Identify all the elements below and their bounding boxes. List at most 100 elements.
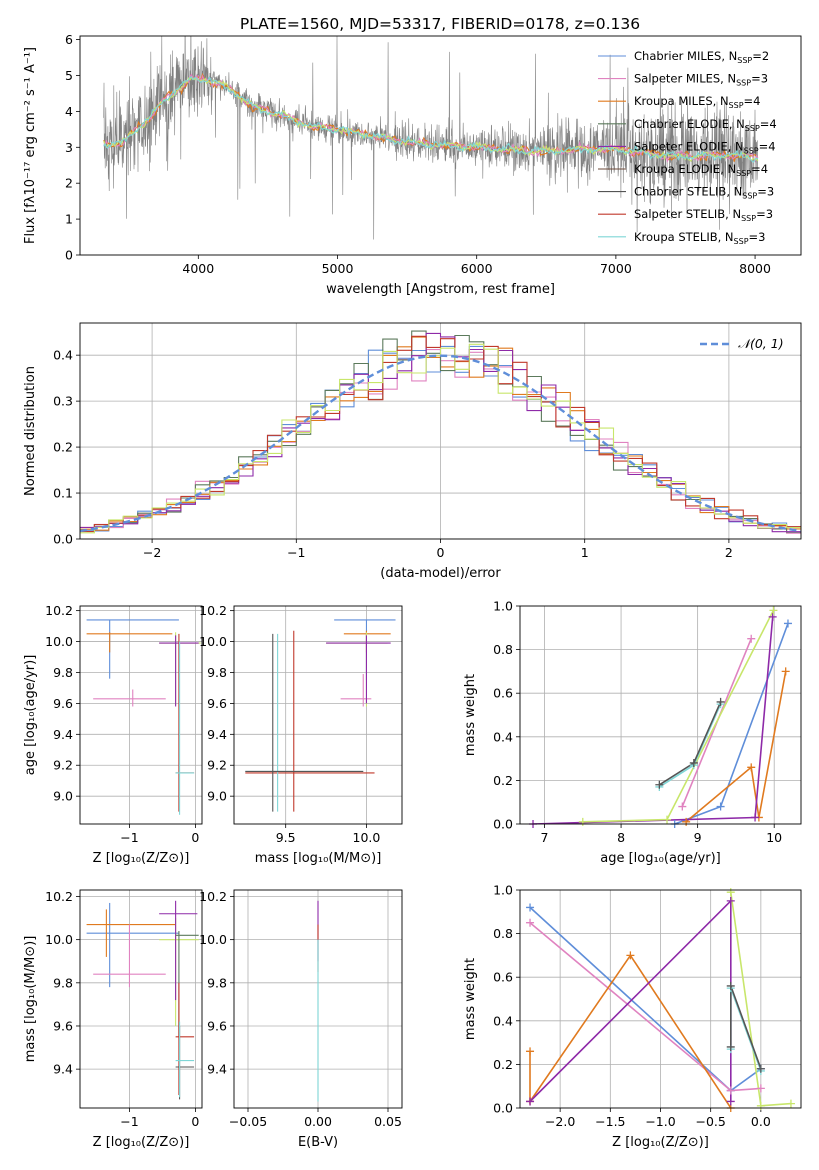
y-tick-label: 4 [65, 104, 73, 119]
histogram-series [80, 335, 801, 533]
x-tick-label: −1 [120, 830, 138, 845]
weight-series-line [529, 922, 761, 1092]
x-tick-label: 6000 [461, 261, 493, 276]
axes-frame [79, 889, 203, 1109]
y-tick-label: 9.6 [207, 1018, 227, 1033]
x-tick-label: 9.5 [276, 830, 296, 845]
y-tick-label: 0.0 [493, 817, 513, 832]
weight-series-line [582, 610, 775, 823]
y-axis-label: mass [log₁₀(M/M⊙)] [23, 936, 38, 1063]
weight-point-marker [716, 802, 725, 811]
weight-point-marker [626, 951, 635, 960]
y-tick-label: 1.0 [493, 883, 513, 898]
axes-frame [519, 605, 802, 825]
weight-point-marker [526, 1097, 535, 1106]
y-tick-label: 9.2 [53, 758, 73, 773]
x-tick-label: 5000 [322, 261, 354, 276]
x-tick-label: −2 [143, 545, 161, 560]
y-tick-label: 3 [65, 140, 73, 155]
weight-point-marker [783, 619, 792, 628]
weight-point-marker [781, 667, 790, 676]
axes-mass-vs-metallicity: −1 0 9.4 9.6 9.8 10.0 10.2 Z [log₁₀(Z/Z⊙)] mass … [23, 889, 203, 1150]
legend-entry: 𝒩(0, 1) [738, 336, 784, 351]
weight-point-marker [578, 817, 587, 826]
y-axis-label: age [log₁₀(age/yr)] [23, 655, 38, 776]
x-tick-label: −1 [287, 545, 305, 560]
x-axis-label: wavelength [Angstrom, rest frame] [326, 282, 555, 297]
plot-area [234, 890, 402, 1108]
plot-area [80, 606, 202, 824]
weight-point-marker [682, 817, 691, 826]
x-tick-label: 10 [766, 830, 782, 845]
weight-point-marker [655, 780, 664, 789]
y-tick-label: 9.6 [53, 696, 73, 711]
y-tick-label: 1 [65, 212, 73, 227]
y-tick-label: 0.2 [53, 440, 73, 455]
weight-series-line [674, 623, 789, 824]
weight-point-marker [756, 1084, 765, 1093]
x-tick-label: 8 [617, 830, 625, 845]
y-tick-label: 0.6 [493, 970, 513, 985]
x-tick-label: 9 [694, 830, 702, 845]
y-tick-label: 0.2 [493, 773, 513, 788]
axes-frame [519, 889, 802, 1109]
y-tick-label: 9.4 [207, 727, 227, 742]
legend-entry: Chabrier MILES, NSSP=2 [634, 49, 769, 65]
x-tick-label: 1 [581, 545, 589, 560]
axes-frame [233, 889, 403, 1109]
legend-entry: Kroupa ELODIE, NSSP=4 [634, 162, 768, 178]
y-tick-label: 9.6 [207, 696, 227, 711]
x-axis-label: Z [log₁₀(Z/Z⊙)] [93, 1135, 190, 1150]
y-tick-label: 9.4 [207, 1062, 227, 1077]
y-axis-label: Normed distribution [23, 366, 38, 496]
x-tick-label: 10.0 [353, 830, 381, 845]
weight-point-marker [747, 763, 756, 772]
weight-series-line [529, 953, 732, 1108]
y-tick-label: 2 [65, 176, 73, 191]
axes-frame [79, 605, 203, 825]
x-tick-label: 0.05 [374, 1114, 402, 1129]
legend-entry: Kroupa MILES, NSSP=4 [634, 94, 760, 110]
weight-point-marker [756, 1064, 765, 1073]
y-tick-label: 10.2 [45, 889, 73, 904]
weight-point-marker [726, 1086, 735, 1095]
x-tick-label: 7000 [600, 261, 632, 276]
x-tick-label: 0 [191, 1114, 199, 1129]
x-axis-label: mass [log₁₀(M/M⊙)] [255, 851, 382, 866]
weight-series-line [685, 671, 787, 823]
axes-age-vs-mass: 9.5 10.0 9.0 9.2 9.4 9.6 9.8 10.0 10.2 mass [log₁… [199, 603, 403, 866]
y-axis-label: Flux [fλ10⁻¹⁷ erg cm⁻² s⁻¹ A⁻¹] [23, 47, 38, 244]
weight-point-marker [526, 1047, 535, 1056]
y-tick-label: 10.2 [199, 603, 227, 618]
weight-point-marker [751, 813, 760, 822]
weight-point-marker [726, 1042, 735, 1051]
y-tick-label: 10.0 [199, 634, 227, 649]
legend-entry: Salpeter MILES, NSSP=3 [634, 72, 768, 88]
y-tick-label: 0.1 [53, 486, 73, 501]
x-tick-label: 0 [191, 830, 199, 845]
x-tick-label: −1 [120, 1114, 138, 1129]
y-tick-label: 9.8 [207, 975, 227, 990]
x-axis-label: E(B-V) [298, 1135, 338, 1150]
axes-frame [79, 35, 802, 256]
y-tick-label: 10.2 [45, 603, 73, 618]
axes-spectrum: 4000 5000 6000 7000 8000 0 1 2 3 4 5 6 wavelength [A… [23, 32, 802, 297]
x-tick-label: −0.5 [695, 1114, 725, 1129]
weight-point-marker [726, 1097, 735, 1106]
y-tick-label: 9.0 [53, 789, 73, 804]
normal-curve [80, 354, 801, 533]
y-tick-label: 9.8 [53, 975, 73, 990]
y-tick-label: 10.0 [199, 932, 227, 947]
weight-point-marker [716, 697, 725, 706]
weight-point-marker [663, 815, 672, 824]
weight-series-line [529, 906, 762, 1092]
axes-mass-weight-vs-metallicity: −2.0 −1.5 −1.0 −0.5 0.0 0.0 0.2 0.4 0.6 0.8 1.0 Z [… [463, 883, 802, 1150]
plot-area [234, 606, 402, 824]
weight-point-marker [768, 612, 777, 621]
y-tick-label: 0.8 [493, 642, 513, 657]
axes-age-vs-metallicity: −1 0 9.0 9.2 9.4 9.6 9.8 10.0 10.2 Z [log₁₀(Z/Z⊙)… [23, 603, 203, 866]
y-tick-label: 9.4 [53, 1062, 73, 1077]
y-tick-label: 5 [65, 68, 73, 83]
legend-entry: Salpeter STELIB, NSSP=3 [634, 207, 773, 223]
